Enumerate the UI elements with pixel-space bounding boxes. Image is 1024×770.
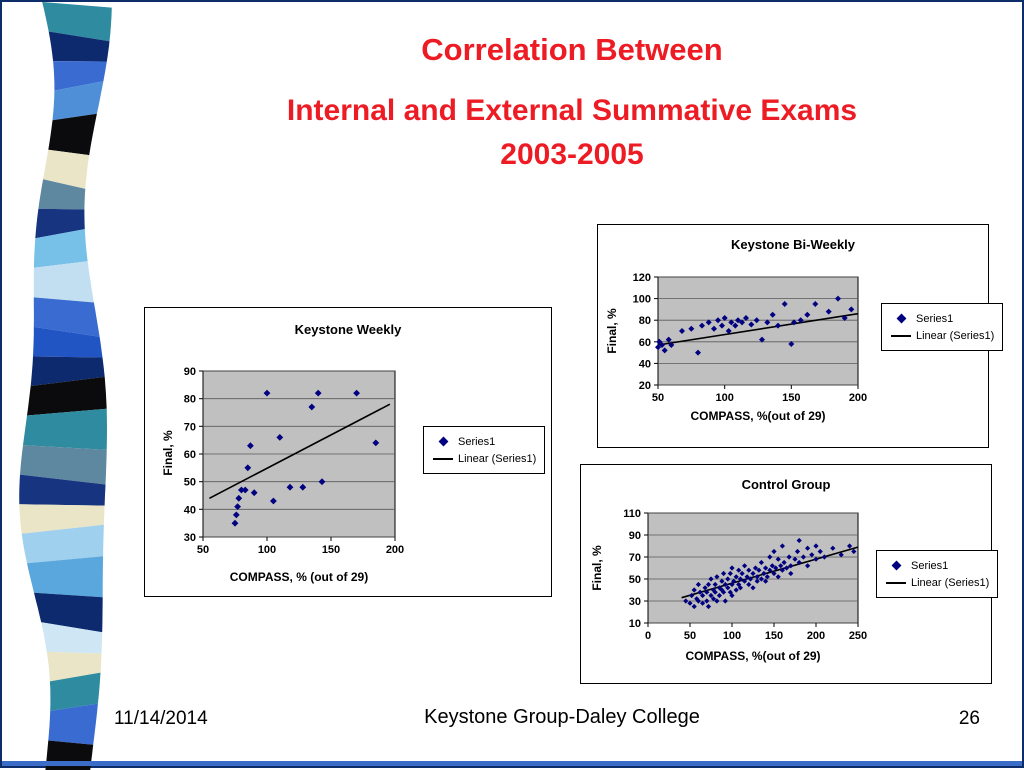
scatter-plot: 30 40 50 60 70 80 90 50 100 150 200: [167, 363, 413, 563]
svg-text:0: 0: [645, 630, 651, 642]
legend-label: Series1: [916, 313, 953, 325]
legend-item-series1: Series1: [432, 433, 536, 450]
svg-text:120: 120: [633, 272, 651, 284]
chart-legend: Series1 Linear (Series1): [876, 550, 998, 598]
svg-text:100: 100: [258, 544, 276, 556]
chart-legend: Series1 Linear (Series1): [881, 303, 1003, 351]
svg-text:150: 150: [782, 392, 800, 404]
trendline-icon: [432, 458, 454, 460]
svg-text:50: 50: [652, 392, 664, 404]
svg-text:20: 20: [639, 380, 651, 392]
svg-text:50: 50: [184, 477, 196, 489]
legend-label: Linear (Series1): [458, 453, 536, 465]
trendline-icon: [890, 335, 912, 337]
series1-diamond-icon: [885, 562, 907, 569]
legend-label: Series1: [911, 560, 948, 572]
chart-title: Control Group: [581, 477, 991, 492]
trendline-icon: [885, 582, 907, 584]
legend-label: Linear (Series1): [916, 330, 994, 342]
legend-label: Linear (Series1): [911, 577, 989, 589]
svg-text:110: 110: [623, 508, 641, 520]
decorative-ribbon: [2, 2, 114, 770]
svg-text:60: 60: [639, 337, 651, 349]
svg-text:50: 50: [629, 574, 641, 586]
svg-text:50: 50: [684, 630, 696, 642]
svg-text:150: 150: [322, 544, 340, 556]
svg-text:70: 70: [629, 552, 641, 564]
series1-diamond-icon: [432, 438, 454, 445]
y-axis-label: Final, %: [605, 281, 619, 381]
x-axis-label: COMPASS, %(out of 29): [658, 409, 858, 423]
footer-page-number: 26: [959, 708, 980, 730]
title-line-1: Correlation Between: [132, 32, 1012, 68]
svg-text:90: 90: [629, 530, 641, 542]
svg-text:40: 40: [639, 358, 651, 370]
title-line-3: 2003-2005: [132, 138, 1012, 172]
legend-item-linear: Linear (Series1): [885, 574, 989, 591]
svg-text:50: 50: [197, 544, 209, 556]
svg-text:150: 150: [765, 630, 783, 642]
svg-text:80: 80: [184, 394, 196, 406]
x-axis-label: COMPASS, % (out of 29): [203, 570, 395, 584]
legend-item-series1: Series1: [885, 557, 989, 574]
chart-legend: Series1 Linear (Series1): [423, 426, 545, 474]
decorative-ribbon-svg: [2, 2, 114, 770]
bottom-accent-bar: [2, 761, 1022, 766]
svg-text:200: 200: [849, 392, 867, 404]
legend-label: Series1: [458, 436, 495, 448]
chart-title: Keystone Weekly: [145, 322, 551, 337]
footer-credit: Keystone Group-Daley College: [132, 706, 992, 729]
svg-text:250: 250: [849, 630, 867, 642]
series1-diamond-icon: [890, 315, 912, 322]
svg-text:100: 100: [716, 392, 734, 404]
legend-item-linear: Linear (Series1): [890, 327, 994, 344]
svg-text:40: 40: [184, 504, 196, 516]
x-axis-label: COMPASS, %(out of 29): [648, 649, 858, 663]
svg-text:100: 100: [723, 630, 741, 642]
svg-text:70: 70: [184, 421, 196, 433]
legend-item-series1: Series1: [890, 310, 994, 327]
svg-text:10: 10: [629, 618, 641, 630]
svg-text:30: 30: [184, 532, 196, 544]
svg-text:200: 200: [807, 630, 825, 642]
svg-text:60: 60: [184, 449, 196, 461]
svg-text:200: 200: [386, 544, 404, 556]
chart-keystone-biweekly: Keystone Bi-Weekly Final, % 20 40 60 80 100 1…: [597, 224, 989, 448]
svg-text:100: 100: [633, 294, 651, 306]
svg-text:30: 30: [629, 596, 641, 608]
chart-title: Keystone Bi-Weekly: [598, 237, 988, 252]
scatter-plot: 10 30 50 70 90 110 0 50 100 150 200 250: [616, 505, 876, 645]
svg-text:90: 90: [184, 366, 196, 378]
svg-text:80: 80: [639, 315, 651, 327]
scatter-plot: 20 40 60 80 100 120 50 100 150 200: [628, 267, 872, 407]
slide-title: Correlation Between Internal and Externa…: [132, 32, 1012, 172]
legend-item-linear: Linear (Series1): [432, 450, 536, 467]
y-axis-label: Final, %: [590, 518, 604, 618]
title-line-2: Internal and External Summative Exams: [132, 94, 1012, 128]
